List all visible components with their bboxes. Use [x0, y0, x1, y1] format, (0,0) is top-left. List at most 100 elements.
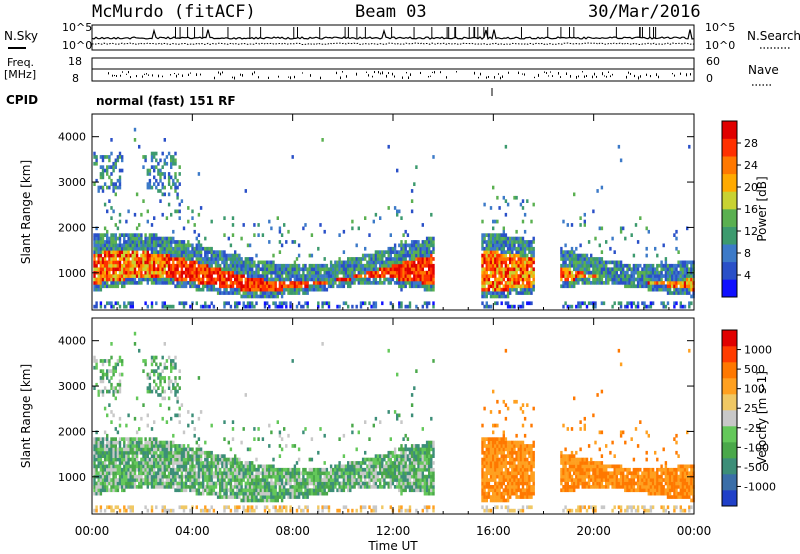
velocity-cell	[189, 471, 192, 476]
power-cell	[108, 260, 111, 265]
power-cell	[172, 236, 175, 241]
power-cell	[515, 274, 518, 278]
power-cell	[417, 270, 420, 275]
power-cell	[101, 260, 105, 265]
power-cell	[295, 291, 299, 295]
velocity-cell	[223, 505, 226, 510]
power-cell	[302, 263, 305, 268]
velocity-cell	[157, 457, 160, 462]
power-cell	[153, 277, 156, 282]
power-cell	[167, 263, 171, 268]
power-cell	[103, 253, 107, 258]
velocity-cell	[182, 485, 186, 489]
power-cell	[391, 277, 395, 282]
power-cell	[216, 267, 220, 272]
power-cell	[131, 304, 134, 309]
power-cell	[195, 287, 198, 292]
power-cell	[310, 263, 314, 268]
power-cell	[496, 250, 499, 254]
power-cell	[521, 281, 525, 285]
velocity-cell	[133, 485, 137, 489]
power-cell	[176, 185, 179, 190]
power-cell	[498, 281, 501, 285]
power-cell	[244, 263, 247, 268]
power-cell	[295, 281, 299, 285]
power-cell	[236, 301, 239, 306]
power-cell	[101, 250, 105, 254]
power-cell	[97, 189, 100, 193]
velocity-cell	[97, 447, 100, 452]
power-cell	[585, 270, 589, 275]
power-cell	[163, 267, 166, 272]
power-cell	[413, 182, 416, 186]
velocity-cell	[138, 450, 141, 455]
power-cell	[496, 263, 499, 268]
colorbar-tick-label: 8	[744, 247, 751, 260]
power-cell	[106, 253, 109, 258]
power-cell	[329, 274, 333, 278]
power-cell	[353, 260, 356, 265]
power-cell	[159, 274, 162, 278]
power-cell	[246, 274, 250, 278]
power-cell	[167, 182, 171, 186]
velocity-cell	[244, 464, 247, 469]
velocity-cell	[163, 365, 166, 370]
power-cell	[515, 270, 518, 275]
power-cell	[607, 281, 610, 285]
velocity-cell	[101, 369, 105, 373]
power-cell	[688, 267, 691, 272]
velocity-cell	[244, 491, 247, 496]
velocity-cell	[118, 386, 122, 390]
nave-point	[410, 73, 411, 76]
power-cell	[668, 267, 672, 272]
power-cell	[528, 257, 531, 261]
power-cell	[338, 267, 341, 272]
power-cell	[110, 206, 113, 210]
colorbar-swatch	[722, 209, 737, 227]
velocity-cell	[144, 450, 147, 455]
power-cell	[336, 260, 339, 265]
velocity-cell	[150, 485, 154, 489]
power-cell	[410, 281, 414, 285]
power-cell	[564, 277, 567, 282]
power-cell	[494, 263, 497, 268]
power-cell	[504, 243, 508, 248]
velocity-cell	[214, 457, 218, 462]
velocity-cell	[172, 508, 175, 513]
power-cell	[336, 267, 339, 272]
power-cell	[566, 257, 569, 261]
power-cell	[485, 257, 488, 261]
velocity-cell	[155, 474, 158, 479]
power-cell	[423, 257, 427, 261]
power-cell	[628, 284, 631, 289]
power-cell	[492, 284, 495, 289]
power-cell	[202, 287, 205, 292]
power-cell	[506, 246, 510, 251]
colorbar-swatch	[722, 244, 737, 263]
velocity-cell	[108, 467, 111, 472]
power-cell	[498, 206, 501, 210]
power-cell	[321, 281, 324, 285]
power-cell	[159, 178, 162, 183]
power-cell	[150, 236, 154, 241]
power-cell	[336, 263, 339, 268]
velocity-cell	[257, 488, 260, 493]
power-cell	[300, 287, 303, 292]
power-cell	[481, 274, 484, 278]
velocity-cell	[129, 440, 132, 445]
power-cell	[240, 284, 243, 289]
power-cell	[351, 267, 354, 272]
power-cell	[425, 274, 429, 278]
power-cell	[257, 263, 260, 268]
power-cell	[184, 246, 188, 251]
power-cell	[521, 304, 525, 309]
velocity-cell	[153, 444, 156, 448]
power-cell	[161, 236, 164, 241]
power-cell	[302, 270, 305, 275]
velocity-cell	[97, 437, 100, 441]
power-cell	[221, 281, 224, 285]
power-cell	[419, 263, 422, 268]
power-cell	[430, 236, 433, 241]
power-cell	[509, 267, 512, 272]
velocity-cell	[125, 478, 128, 482]
